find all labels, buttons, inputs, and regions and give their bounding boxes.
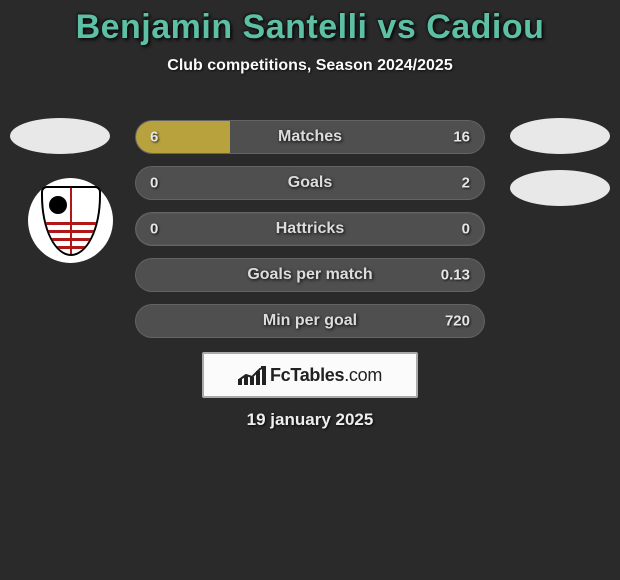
stat-label: Goals [136,174,484,192]
club-badge-left [28,178,113,263]
player-right-avatar [510,118,610,154]
stat-row: 720Min per goal [135,304,485,338]
stat-row: 02Goals [135,166,485,200]
subtitle: Club competitions, Season 2024/2025 [0,57,620,75]
stat-row: 0.13Goals per match [135,258,485,292]
stats-comparison: 616Matches 02Goals 00Hattricks 0.13Goals pe… [135,120,485,350]
player-left-avatar [10,118,110,154]
club-badge-right [510,170,610,206]
brand-badge: FcTables.com [202,352,418,398]
page-title: Benjamin Santelli vs Cadiou [0,0,620,47]
stat-label: Min per goal [136,312,484,330]
brand-text-bold: FcTables [270,365,344,385]
brand-text-light: .com [344,365,382,385]
stat-label: Goals per match [136,266,484,284]
brand-text: FcTables.com [270,365,382,386]
stat-label: Matches [136,128,484,146]
stat-row: 00Hattricks [135,212,485,246]
shield-icon [41,186,101,256]
stat-row: 616Matches [135,120,485,154]
bar-chart-icon [238,365,266,385]
stat-label: Hattricks [136,220,484,238]
date-label: 19 january 2025 [0,410,620,430]
